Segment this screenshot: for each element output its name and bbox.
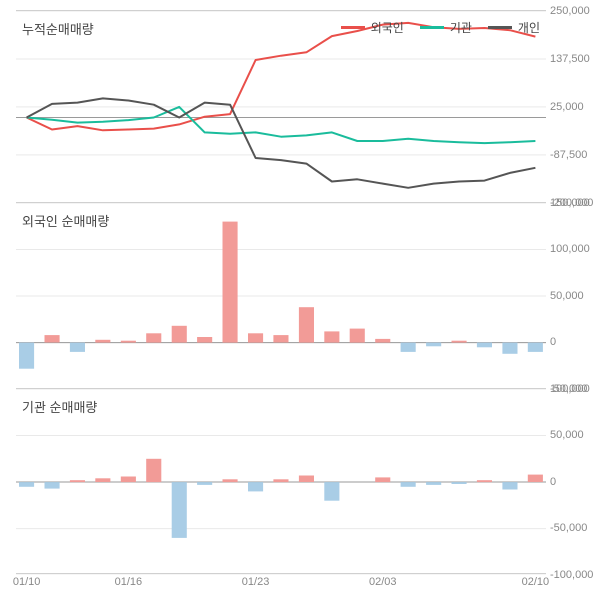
line-series-foreigner — [27, 23, 536, 130]
y-tick-label: -100,000 — [550, 569, 593, 581]
bar — [70, 342, 85, 351]
bar — [452, 340, 467, 342]
bar — [477, 342, 492, 347]
bar — [45, 482, 60, 489]
bar — [146, 459, 161, 482]
bar — [172, 482, 187, 538]
bar — [121, 476, 136, 482]
x-tick-label: 01/10 — [13, 576, 41, 588]
bar — [197, 482, 212, 485]
bar — [350, 328, 365, 342]
bar — [273, 335, 288, 342]
legend-item: 외국인 — [341, 19, 404, 36]
bar — [299, 307, 314, 342]
bar — [223, 221, 238, 342]
bar — [95, 478, 110, 482]
panel-title-foreigner_daily: 외국인 순매매량 — [22, 211, 109, 230]
y-tick-label: 100,000 — [550, 243, 590, 255]
y-tick-label: 100,000 — [550, 383, 590, 395]
bar — [426, 342, 441, 346]
y-tick-label: 50,000 — [550, 429, 584, 441]
y-tick-label: 250,000 — [550, 5, 590, 17]
bar — [70, 480, 85, 482]
y-axis-labels-institution_daily: -100,000-50,000050,000100,000 — [550, 389, 598, 573]
panel-plot-cumulative — [16, 11, 546, 203]
x-tick-label: 02/03 — [369, 576, 397, 588]
bar — [95, 340, 110, 343]
bar — [502, 342, 517, 353]
panel-title-cumulative: 누적순매매량 — [22, 19, 94, 38]
x-axis: 01/1001/1601/2302/0302/10 — [16, 576, 546, 596]
legend-label: 외국인 — [371, 19, 404, 36]
chart-container: -200,000-87,50025,000137,500250,000누적순매매… — [0, 0, 600, 604]
panel-title-institution_daily: 기관 순매매량 — [22, 397, 97, 416]
line-series-institution — [27, 107, 536, 143]
panel-plot-institution_daily — [16, 389, 546, 575]
y-tick-label: -87,500 — [550, 149, 587, 161]
bar — [324, 331, 339, 342]
bar — [45, 335, 60, 342]
y-tick-label: 137,500 — [550, 53, 590, 65]
bar — [19, 482, 34, 487]
bar — [502, 482, 517, 489]
bar — [121, 340, 136, 342]
bar — [172, 326, 187, 343]
bar — [197, 337, 212, 343]
x-tick-label: 01/16 — [115, 576, 143, 588]
bar — [401, 342, 416, 351]
bar — [528, 474, 543, 481]
bar — [324, 482, 339, 501]
y-tick-label: 0 — [550, 476, 556, 488]
y-tick-label: 0 — [550, 336, 556, 348]
legend-swatch — [488, 26, 512, 29]
bar — [375, 477, 390, 482]
bar — [426, 482, 441, 485]
panel-institution_daily: -100,000-50,000050,000100,000기관 순매매량 — [16, 388, 546, 574]
y-axis-labels-cumulative: -200,000-87,50025,000137,500250,000 — [550, 11, 598, 202]
bar — [401, 482, 416, 487]
legend-item: 기관 — [420, 19, 472, 36]
bar — [248, 482, 263, 491]
bar — [273, 479, 288, 482]
legend-swatch — [420, 26, 444, 29]
y-axis-labels-foreigner_daily: -50,000050,000100,000150,000 — [550, 203, 598, 388]
x-tick-label: 02/10 — [522, 576, 550, 588]
legend: 외국인 기관 개인 — [341, 19, 540, 36]
bar — [146, 333, 161, 342]
panels-region: -200,000-87,50025,000137,500250,000누적순매매… — [16, 10, 546, 574]
panel-foreigner_daily: -50,000050,000100,000150,000외국인 순매매량 — [16, 202, 546, 388]
panel-plot-foreigner_daily — [16, 203, 546, 389]
bar — [19, 342, 34, 368]
legend-label: 기관 — [450, 19, 472, 36]
y-tick-label: 25,000 — [550, 101, 584, 113]
bar — [223, 479, 238, 482]
bar — [375, 339, 390, 343]
bar — [299, 475, 314, 482]
bar — [452, 482, 467, 484]
bar — [477, 480, 492, 482]
y-tick-label: 150,000 — [550, 197, 590, 209]
panel-cumulative: -200,000-87,50025,000137,500250,000누적순매매… — [16, 10, 546, 202]
legend-swatch — [341, 26, 365, 29]
bar — [528, 342, 543, 351]
legend-label: 개인 — [518, 19, 540, 36]
bar — [248, 333, 263, 342]
x-tick-label: 01/23 — [242, 576, 270, 588]
y-tick-label: -50,000 — [550, 522, 587, 534]
y-tick-label: 50,000 — [550, 290, 584, 302]
legend-item: 개인 — [488, 19, 540, 36]
